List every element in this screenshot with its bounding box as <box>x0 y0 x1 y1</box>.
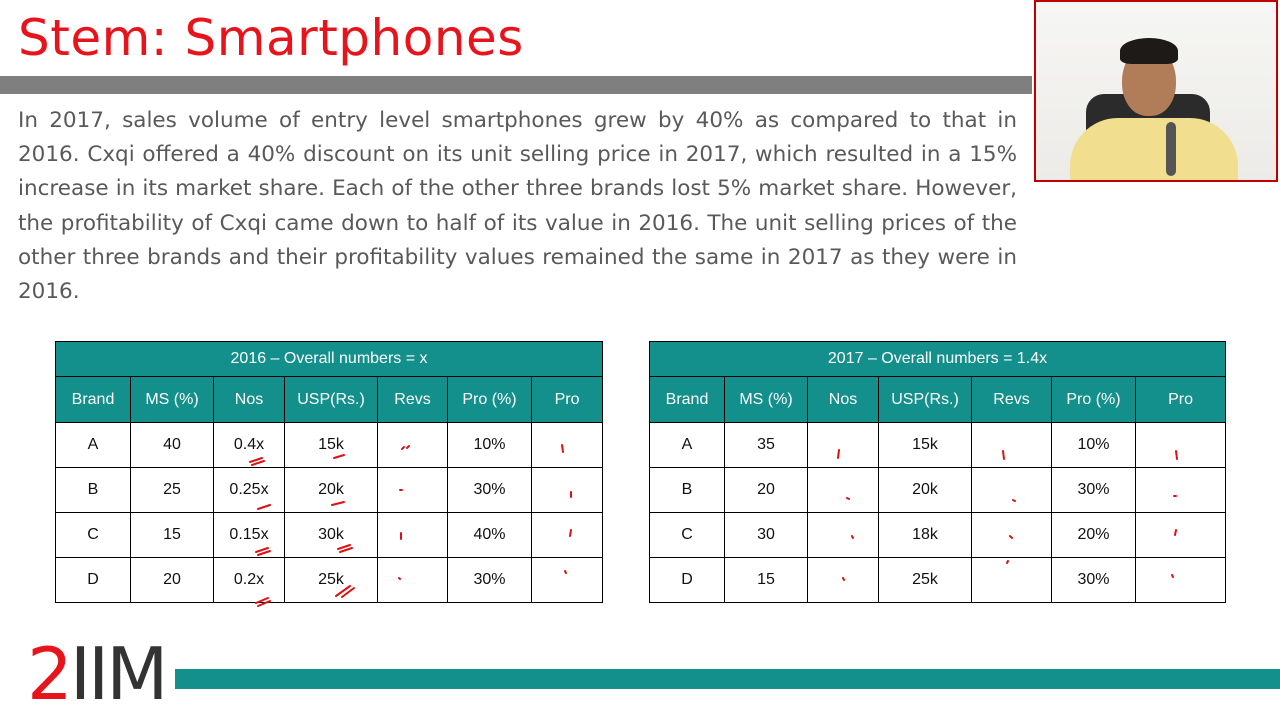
col-header-pro: Pro <box>1134 376 1227 423</box>
cell-pro-pct: 40% <box>447 512 532 558</box>
cell-usp: 25k <box>284 557 378 603</box>
cell-revs <box>377 467 448 513</box>
cell-brand: C <box>55 512 131 558</box>
brand-logo: 2IIM <box>27 636 168 712</box>
cell-pro <box>1134 557 1227 603</box>
cell-ms: 25 <box>130 467 214 513</box>
cell-revs <box>971 467 1052 513</box>
title-underline-bar <box>0 76 1032 94</box>
presenter-hair <box>1120 38 1178 64</box>
cell-pro <box>1134 422 1227 468</box>
col-header-ms: MS (%) <box>724 376 808 423</box>
table-row: C 15 0.15x 30k 40% <box>55 512 604 558</box>
cell-pro-pct: 30% <box>447 557 532 603</box>
cell-ms: 15 <box>130 512 214 558</box>
col-header-pro-pct: Pro (%) <box>447 376 532 423</box>
table-row: B 20 20k 30% <box>649 467 1227 513</box>
col-header-pro: Pro <box>530 376 604 423</box>
cell-pro-pct: 10% <box>1051 422 1136 468</box>
cell-pro-pct: 30% <box>1051 467 1136 513</box>
cell-pro <box>1134 467 1227 513</box>
cell-pro <box>530 512 604 558</box>
cell-usp: 15k <box>878 422 972 468</box>
cell-nos: 0.2x <box>213 557 285 603</box>
presenter-torso <box>1070 118 1238 180</box>
cell-brand: B <box>55 467 131 513</box>
logo-letters: IIM <box>69 632 169 716</box>
cell-usp: 15k <box>284 422 378 468</box>
table-row: C 30 18k 20% <box>649 512 1227 558</box>
col-header-pro-pct: Pro (%) <box>1051 376 1136 423</box>
col-header-revs: Revs <box>377 376 448 423</box>
col-header-revs: Revs <box>971 376 1052 423</box>
microphone-icon <box>1166 122 1176 176</box>
cell-pro-pct: 30% <box>447 467 532 513</box>
cell-nos: 0.4x <box>213 422 285 468</box>
table-2016-caption: 2016 – Overall numbers = x <box>54 341 604 377</box>
cell-usp: 30k <box>284 512 378 558</box>
cell-nos <box>807 422 879 468</box>
cell-brand: A <box>55 422 131 468</box>
problem-statement: In 2017, sales volume of entry level sma… <box>18 108 1017 305</box>
cell-revs <box>377 422 448 468</box>
cell-revs <box>971 512 1052 558</box>
cell-brand: B <box>649 467 725 513</box>
cell-ms: 20 <box>130 557 214 603</box>
cell-usp: 25k <box>878 557 972 603</box>
cell-revs <box>377 557 448 603</box>
cell-nos <box>807 467 879 513</box>
col-header-usp: USP(Rs.) <box>878 376 972 423</box>
cell-pro-pct: 20% <box>1051 512 1136 558</box>
table-row: A 35 15k 10% <box>649 422 1227 468</box>
cell-nos: 0.25x <box>213 467 285 513</box>
cell-revs <box>971 557 1052 603</box>
cell-brand: D <box>649 557 725 603</box>
table-2017: 2017 – Overall numbers = 1.4x Brand MS (… <box>648 341 1227 603</box>
cell-pro-pct: 30% <box>1051 557 1136 603</box>
cell-usp: 18k <box>878 512 972 558</box>
cell-pro <box>530 422 604 468</box>
col-header-brand: Brand <box>55 376 131 423</box>
cell-revs <box>971 422 1052 468</box>
table-row: B 25 0.25x 20k 30% <box>55 467 604 513</box>
table-row: D 15 25k 30% <box>649 557 1227 603</box>
table-row: D 20 0.2x 25k 30% <box>55 557 604 603</box>
table-2017-caption: 2017 – Overall numbers = 1.4x <box>648 341 1227 377</box>
table-2016: 2016 – Overall numbers = x Brand MS (%) … <box>54 341 604 603</box>
col-header-usp: USP(Rs.) <box>284 376 378 423</box>
footer-bar <box>175 669 1280 689</box>
cell-nos <box>807 557 879 603</box>
col-header-nos: Nos <box>807 376 879 423</box>
presenter-video <box>1034 0 1278 182</box>
cell-ms: 30 <box>724 512 808 558</box>
cell-ms: 35 <box>724 422 808 468</box>
cell-pro <box>530 557 604 603</box>
cell-brand: D <box>55 557 131 603</box>
cell-revs <box>377 512 448 558</box>
cell-pro <box>530 467 604 513</box>
cell-ms: 20 <box>724 467 808 513</box>
cell-brand: A <box>649 422 725 468</box>
cell-usp: 20k <box>878 467 972 513</box>
cell-brand: C <box>649 512 725 558</box>
cell-usp: 20k <box>284 467 378 513</box>
logo-digit: 2 <box>27 632 73 716</box>
col-header-brand: Brand <box>649 376 725 423</box>
col-header-ms: MS (%) <box>130 376 214 423</box>
col-header-nos: Nos <box>213 376 285 423</box>
cell-pro-pct: 10% <box>447 422 532 468</box>
table-row: A 40 0.4x 15k 10% <box>55 422 604 468</box>
cell-pro <box>1134 512 1227 558</box>
cell-nos <box>807 512 879 558</box>
cell-ms: 15 <box>724 557 808 603</box>
slide-title: Stem: Smartphones <box>18 9 524 67</box>
cell-nos: 0.15x <box>213 512 285 558</box>
cell-ms: 40 <box>130 422 214 468</box>
